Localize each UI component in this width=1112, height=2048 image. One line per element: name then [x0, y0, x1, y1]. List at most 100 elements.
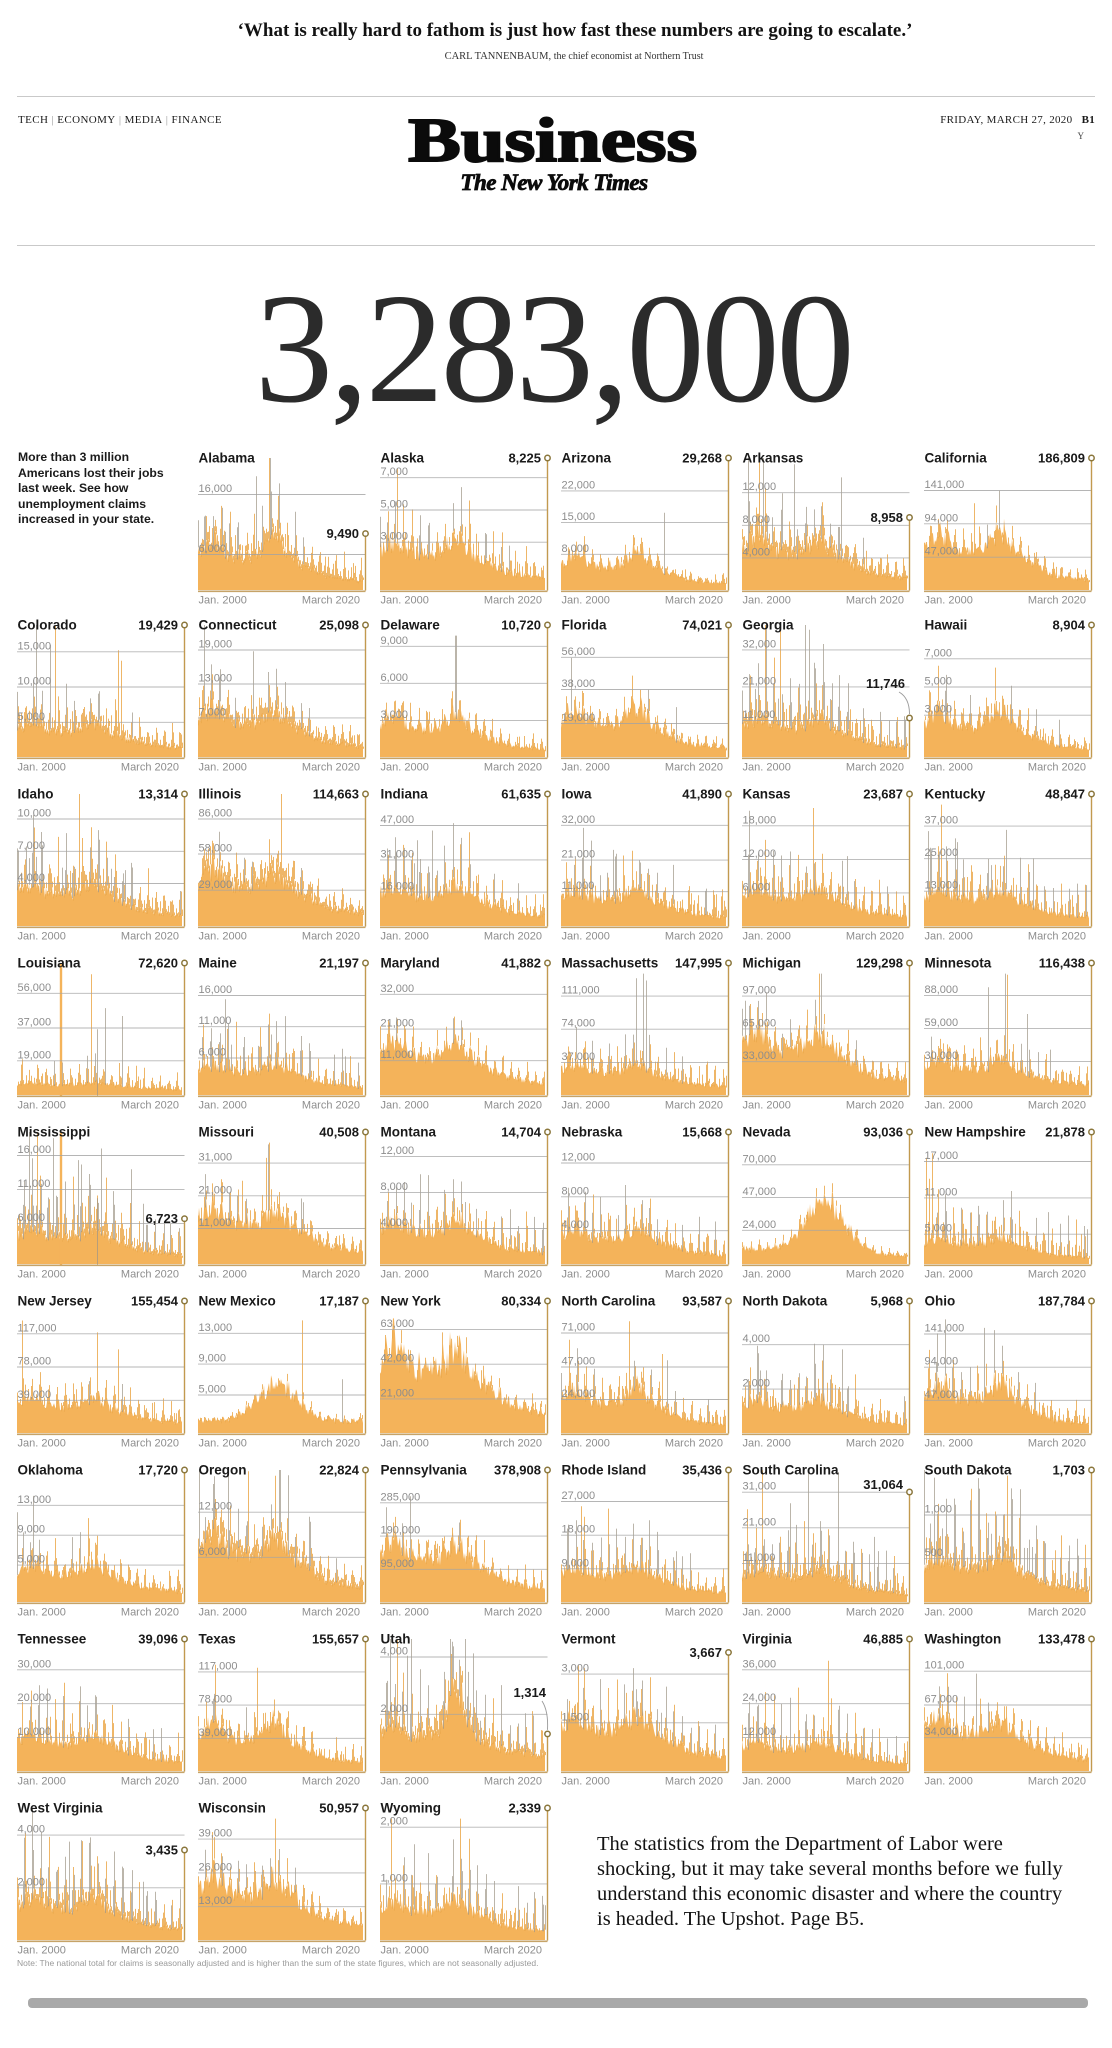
svg-text:11,000: 11,000	[743, 1552, 776, 1564]
svg-text:Virginia: Virginia	[743, 1632, 793, 1647]
svg-text:190,000: 190,000	[381, 1525, 421, 1537]
svg-text:Jan. 2000: Jan. 2000	[381, 595, 429, 607]
svg-text:378,908: 378,908	[494, 1463, 541, 1478]
svg-text:3,435: 3,435	[145, 1843, 178, 1858]
svg-text:March 2020: March 2020	[484, 1945, 542, 1957]
svg-text:Jan. 2000: Jan. 2000	[18, 931, 66, 943]
svg-text:86,000: 86,000	[199, 808, 233, 820]
svg-text:Jan. 2000: Jan. 2000	[562, 1100, 610, 1112]
svg-text:19,429: 19,429	[138, 618, 178, 633]
svg-text:21,000: 21,000	[743, 1516, 777, 1528]
svg-text:Missouri: Missouri	[199, 1125, 255, 1140]
svg-text:Jan. 2000: Jan. 2000	[743, 1100, 791, 1112]
svg-text:Jan. 2000: Jan. 2000	[562, 595, 610, 607]
svg-text:16,000: 16,000	[18, 1144, 52, 1156]
svg-text:141,000: 141,000	[925, 1323, 965, 1335]
svg-text:12,000: 12,000	[381, 1145, 415, 1157]
svg-text:Connecticut: Connecticut	[199, 618, 278, 633]
svg-text:March 2020: March 2020	[121, 762, 179, 774]
svg-text:116,438: 116,438	[1039, 956, 1085, 971]
svg-text:6,000: 6,000	[199, 543, 227, 555]
svg-text:35,436: 35,436	[682, 1463, 722, 1478]
svg-text:70,000: 70,000	[743, 1153, 777, 1165]
svg-text:New York: New York	[381, 1294, 442, 1309]
svg-text:Jan. 2000: Jan. 2000	[18, 1607, 66, 1619]
svg-text:5,000: 5,000	[199, 1384, 227, 1396]
svg-text:129,298: 129,298	[856, 956, 903, 971]
svg-text:9,000: 9,000	[381, 635, 409, 647]
svg-text:March 2020: March 2020	[121, 1945, 179, 1957]
svg-text:8,958: 8,958	[870, 510, 903, 525]
svg-text:47,000: 47,000	[925, 546, 959, 558]
svg-text:Jan. 2000: Jan. 2000	[381, 1776, 429, 1788]
svg-text:Jan. 2000: Jan. 2000	[18, 1100, 66, 1112]
svg-text:March 2020: March 2020	[121, 1100, 179, 1112]
svg-text:Jan. 2000: Jan. 2000	[925, 1438, 973, 1450]
svg-text:31,000: 31,000	[199, 1152, 233, 1164]
svg-text:Arkansas: Arkansas	[743, 451, 804, 466]
svg-text:21,878: 21,878	[1045, 1125, 1085, 1140]
svg-text:New Hampshire: New Hampshire	[925, 1125, 1027, 1140]
svg-text:March 2020: March 2020	[121, 1269, 179, 1281]
svg-text:20,000: 20,000	[18, 1692, 52, 1704]
svg-text:17,720: 17,720	[138, 1463, 178, 1478]
svg-text:6,000: 6,000	[199, 1546, 227, 1558]
svg-text:Montana: Montana	[381, 1125, 437, 1140]
svg-text:3,000: 3,000	[925, 704, 953, 716]
svg-text:6,000: 6,000	[199, 1047, 227, 1059]
svg-text:9,490: 9,490	[326, 526, 359, 541]
svg-text:21,000: 21,000	[743, 675, 777, 687]
svg-text:37,000: 37,000	[18, 1017, 52, 1029]
svg-text:Washington: Washington	[925, 1632, 1002, 1647]
svg-text:78,000: 78,000	[18, 1356, 52, 1368]
svg-text:Texas: Texas	[199, 1632, 236, 1647]
svg-text:Wyoming: Wyoming	[381, 1801, 442, 1816]
svg-text:114,663: 114,663	[313, 787, 359, 802]
svg-text:97,000: 97,000	[743, 985, 777, 997]
svg-text:March 2020: March 2020	[484, 1607, 542, 1619]
svg-text:17,000: 17,000	[925, 1150, 959, 1162]
svg-text:New Jersey: New Jersey	[18, 1294, 93, 1309]
svg-text:Jan. 2000: Jan. 2000	[18, 1438, 66, 1450]
svg-text:Jan. 2000: Jan. 2000	[381, 1438, 429, 1450]
svg-text:3,000: 3,000	[562, 1663, 590, 1675]
svg-text:Oregon: Oregon	[199, 1463, 247, 1478]
svg-text:March 2020: March 2020	[484, 1438, 542, 1450]
svg-text:Indiana: Indiana	[381, 787, 429, 802]
svg-text:Massachusetts: Massachusetts	[562, 956, 659, 971]
svg-text:5,968: 5,968	[870, 1294, 903, 1309]
svg-text:Alaska: Alaska	[381, 451, 425, 466]
svg-text:Jan. 2000: Jan. 2000	[199, 1438, 247, 1450]
svg-text:61,635: 61,635	[501, 787, 541, 802]
svg-text:Jan. 2000: Jan. 2000	[199, 1100, 247, 1112]
svg-text:26,000: 26,000	[199, 1861, 233, 1873]
svg-text:March 2020: March 2020	[484, 595, 542, 607]
svg-text:31,000: 31,000	[381, 848, 415, 860]
svg-text:4,000: 4,000	[743, 1333, 771, 1345]
svg-text:Jan. 2000: Jan. 2000	[199, 1607, 247, 1619]
svg-text:93,587: 93,587	[682, 1294, 722, 1309]
svg-text:47,000: 47,000	[743, 1186, 777, 1198]
svg-text:Jan. 2000: Jan. 2000	[381, 1269, 429, 1281]
svg-text:March 2020: March 2020	[484, 762, 542, 774]
svg-text:8,225: 8,225	[508, 451, 541, 466]
svg-text:March 2020: March 2020	[665, 1100, 723, 1112]
svg-text:Jan. 2000: Jan. 2000	[925, 1269, 973, 1281]
svg-text:21,000: 21,000	[381, 1018, 415, 1030]
svg-text:Jan. 2000: Jan. 2000	[199, 762, 247, 774]
svg-text:Vermont: Vermont	[562, 1632, 617, 1647]
svg-text:41,890: 41,890	[682, 787, 722, 802]
svg-text:16,000: 16,000	[199, 984, 233, 996]
svg-text:18,000: 18,000	[562, 1524, 596, 1536]
svg-text:46,885: 46,885	[863, 1632, 903, 1647]
svg-text:41,882: 41,882	[501, 956, 541, 971]
svg-text:March 2020: March 2020	[846, 762, 904, 774]
svg-text:Pennsylvania: Pennsylvania	[381, 1463, 468, 1478]
svg-text:South Dakota: South Dakota	[925, 1463, 1012, 1478]
svg-text:March 2020: March 2020	[484, 1269, 542, 1281]
svg-text:South Carolina: South Carolina	[743, 1463, 839, 1478]
svg-text:32,000: 32,000	[562, 814, 596, 826]
svg-text:9,000: 9,000	[18, 1524, 46, 1536]
svg-text:40,508: 40,508	[319, 1125, 359, 1140]
svg-text:March 2020: March 2020	[846, 1776, 904, 1788]
